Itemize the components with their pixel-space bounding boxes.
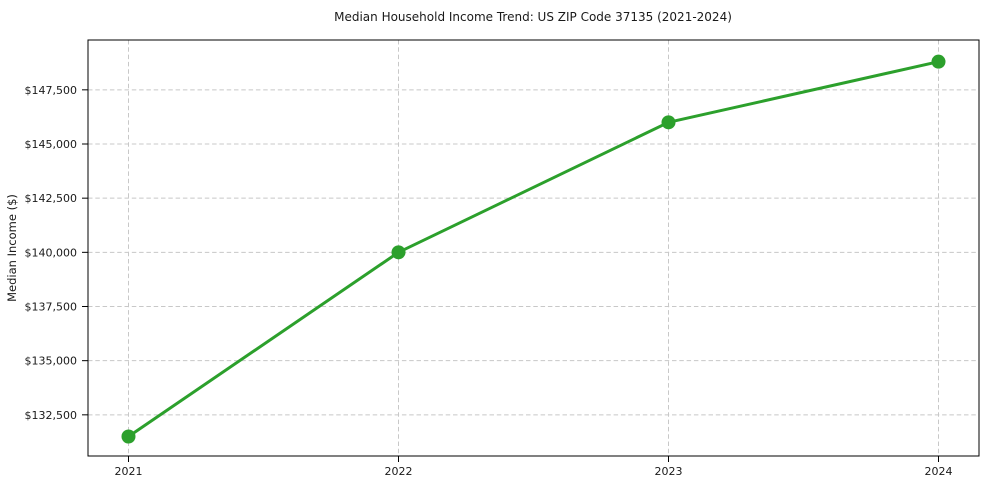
- axis-tick-marks: [82, 89, 939, 462]
- data-point-2022: [391, 245, 406, 260]
- y-axis-label: Median Income ($): [5, 194, 19, 302]
- y-tick-label: $147,500: [25, 84, 78, 97]
- trend-line: [127, 60, 940, 438]
- y-tick-label: $142,500: [25, 192, 78, 205]
- data-point-2021: [121, 429, 136, 444]
- data-point-2023: [661, 115, 676, 130]
- gridlines: [88, 40, 979, 456]
- x-tick-label: 2022: [385, 465, 413, 478]
- y-tick-label: $137,500: [25, 301, 78, 314]
- data-point-2024: [931, 54, 946, 69]
- plot-border: [87, 39, 980, 457]
- y-tick-label: $135,000: [25, 355, 78, 368]
- axis-tick-labels: $132,500 $135,000 $137,500 $140,000 $142,500…: [25, 84, 953, 478]
- y-tick-label: $132,500: [25, 409, 78, 422]
- x-tick-label: 2021: [115, 465, 143, 478]
- x-tick-label: 2023: [655, 465, 683, 478]
- chart-title: Median Household Income Trend: US ZIP Co…: [334, 10, 732, 24]
- trend-line-series: [121, 54, 946, 444]
- y-tick-label: $140,000: [25, 246, 78, 259]
- x-tick-label: 2024: [925, 465, 953, 478]
- y-tick-label: $145,000: [25, 138, 78, 151]
